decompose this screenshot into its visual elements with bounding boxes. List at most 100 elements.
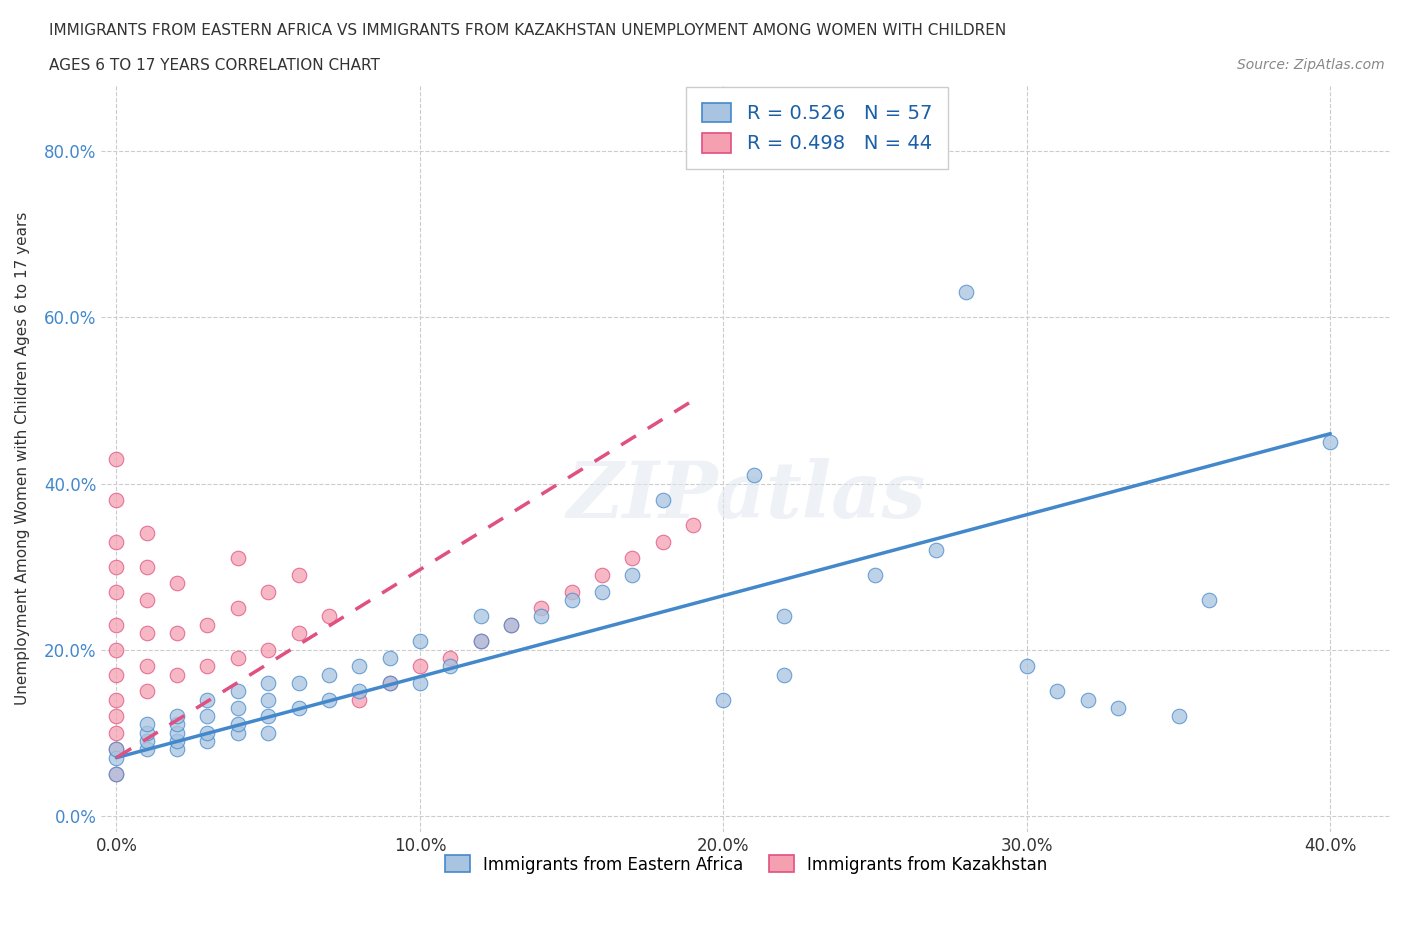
Immigrants from Kazakhstan	[105, 709, 128, 724]
Immigrants from Kazakhstan	[287, 626, 309, 641]
Immigrants from Kazakhstan	[105, 493, 128, 508]
Immigrants from Eastern Africa	[226, 725, 249, 740]
Immigrants from Eastern Africa	[166, 717, 188, 732]
Immigrants from Kazakhstan	[409, 658, 432, 673]
Immigrants from Eastern Africa	[378, 675, 401, 690]
Immigrants from Eastern Africa	[409, 675, 432, 690]
Immigrants from Eastern Africa	[226, 684, 249, 698]
Immigrants from Kazakhstan	[197, 658, 219, 673]
Immigrants from Eastern Africa	[135, 717, 157, 732]
Immigrants from Eastern Africa	[135, 734, 157, 749]
Immigrants from Kazakhstan	[105, 451, 128, 466]
Immigrants from Kazakhstan	[226, 551, 249, 565]
Immigrants from Eastern Africa	[773, 609, 796, 624]
Immigrants from Kazakhstan	[166, 667, 188, 682]
Immigrants from Kazakhstan	[135, 658, 157, 673]
Immigrants from Kazakhstan	[105, 667, 128, 682]
Immigrants from Eastern Africa	[409, 634, 432, 649]
Immigrants from Kazakhstan	[105, 725, 128, 740]
Immigrants from Eastern Africa	[287, 675, 309, 690]
Immigrants from Kazakhstan	[105, 534, 128, 549]
Immigrants from Eastern Africa	[1076, 692, 1098, 707]
Immigrants from Kazakhstan	[651, 534, 673, 549]
Legend: Immigrants from Eastern Africa, Immigrants from Kazakhstan: Immigrants from Eastern Africa, Immigran…	[439, 849, 1054, 880]
Immigrants from Eastern Africa	[257, 709, 280, 724]
Immigrants from Kazakhstan	[166, 626, 188, 641]
Immigrants from Eastern Africa	[742, 468, 765, 483]
Immigrants from Kazakhstan	[105, 618, 128, 632]
Immigrants from Eastern Africa	[166, 734, 188, 749]
Immigrants from Eastern Africa	[530, 609, 553, 624]
Immigrants from Kazakhstan	[347, 692, 370, 707]
Text: ZIPatlas: ZIPatlas	[567, 458, 925, 534]
Immigrants from Eastern Africa	[347, 684, 370, 698]
Immigrants from Eastern Africa	[711, 692, 734, 707]
Immigrants from Eastern Africa	[197, 734, 219, 749]
Immigrants from Eastern Africa	[470, 634, 492, 649]
Immigrants from Eastern Africa	[561, 592, 583, 607]
Immigrants from Kazakhstan	[105, 643, 128, 658]
Text: IMMIGRANTS FROM EASTERN AFRICA VS IMMIGRANTS FROM KAZAKHSTAN UNEMPLOYMENT AMONG : IMMIGRANTS FROM EASTERN AFRICA VS IMMIGR…	[49, 23, 1007, 38]
Immigrants from Kazakhstan	[135, 684, 157, 698]
Immigrants from Eastern Africa	[1319, 434, 1341, 449]
Immigrants from Kazakhstan	[682, 518, 704, 533]
Immigrants from Eastern Africa	[197, 692, 219, 707]
Immigrants from Kazakhstan	[197, 618, 219, 632]
Immigrants from Kazakhstan	[105, 692, 128, 707]
Immigrants from Kazakhstan	[226, 601, 249, 616]
Immigrants from Eastern Africa	[621, 567, 644, 582]
Immigrants from Eastern Africa	[591, 584, 613, 599]
Immigrants from Eastern Africa	[197, 725, 219, 740]
Immigrants from Eastern Africa	[166, 709, 188, 724]
Immigrants from Eastern Africa	[318, 667, 340, 682]
Immigrants from Kazakhstan	[105, 742, 128, 757]
Immigrants from Eastern Africa	[135, 742, 157, 757]
Immigrants from Eastern Africa	[1167, 709, 1189, 724]
Immigrants from Eastern Africa	[257, 692, 280, 707]
Immigrants from Kazakhstan	[105, 584, 128, 599]
Immigrants from Eastern Africa	[226, 717, 249, 732]
Immigrants from Eastern Africa	[257, 725, 280, 740]
Immigrants from Eastern Africa	[105, 767, 128, 782]
Immigrants from Eastern Africa	[257, 675, 280, 690]
Immigrants from Eastern Africa	[378, 650, 401, 665]
Immigrants from Kazakhstan	[439, 650, 461, 665]
Immigrants from Kazakhstan	[166, 576, 188, 591]
Text: AGES 6 TO 17 YEARS CORRELATION CHART: AGES 6 TO 17 YEARS CORRELATION CHART	[49, 58, 380, 73]
Immigrants from Eastern Africa	[651, 493, 673, 508]
Immigrants from Eastern Africa	[135, 725, 157, 740]
Immigrants from Kazakhstan	[135, 626, 157, 641]
Immigrants from Kazakhstan	[378, 675, 401, 690]
Immigrants from Kazakhstan	[591, 567, 613, 582]
Immigrants from Eastern Africa	[439, 658, 461, 673]
Immigrants from Eastern Africa	[318, 692, 340, 707]
Immigrants from Eastern Africa	[166, 725, 188, 740]
Immigrants from Eastern Africa	[1015, 658, 1038, 673]
Immigrants from Eastern Africa	[1107, 700, 1129, 715]
Immigrants from Kazakhstan	[135, 592, 157, 607]
Immigrants from Eastern Africa	[1198, 592, 1220, 607]
Text: Source: ZipAtlas.com: Source: ZipAtlas.com	[1237, 58, 1385, 72]
Immigrants from Eastern Africa	[925, 542, 948, 557]
Immigrants from Eastern Africa	[226, 700, 249, 715]
Immigrants from Eastern Africa	[347, 658, 370, 673]
Immigrants from Kazakhstan	[135, 559, 157, 574]
Immigrants from Eastern Africa	[287, 700, 309, 715]
Immigrants from Eastern Africa	[105, 751, 128, 765]
Immigrants from Eastern Africa	[166, 742, 188, 757]
Immigrants from Kazakhstan	[226, 650, 249, 665]
Immigrants from Kazakhstan	[561, 584, 583, 599]
Immigrants from Kazakhstan	[499, 618, 522, 632]
Immigrants from Eastern Africa	[470, 609, 492, 624]
Immigrants from Kazakhstan	[287, 567, 309, 582]
Y-axis label: Unemployment Among Women with Children Ages 6 to 17 years: Unemployment Among Women with Children A…	[15, 212, 30, 705]
Immigrants from Eastern Africa	[955, 285, 977, 299]
Immigrants from Kazakhstan	[470, 634, 492, 649]
Immigrants from Kazakhstan	[135, 526, 157, 541]
Immigrants from Eastern Africa	[773, 667, 796, 682]
Immigrants from Kazakhstan	[530, 601, 553, 616]
Immigrants from Kazakhstan	[621, 551, 644, 565]
Immigrants from Eastern Africa	[499, 618, 522, 632]
Immigrants from Eastern Africa	[863, 567, 886, 582]
Immigrants from Eastern Africa	[105, 742, 128, 757]
